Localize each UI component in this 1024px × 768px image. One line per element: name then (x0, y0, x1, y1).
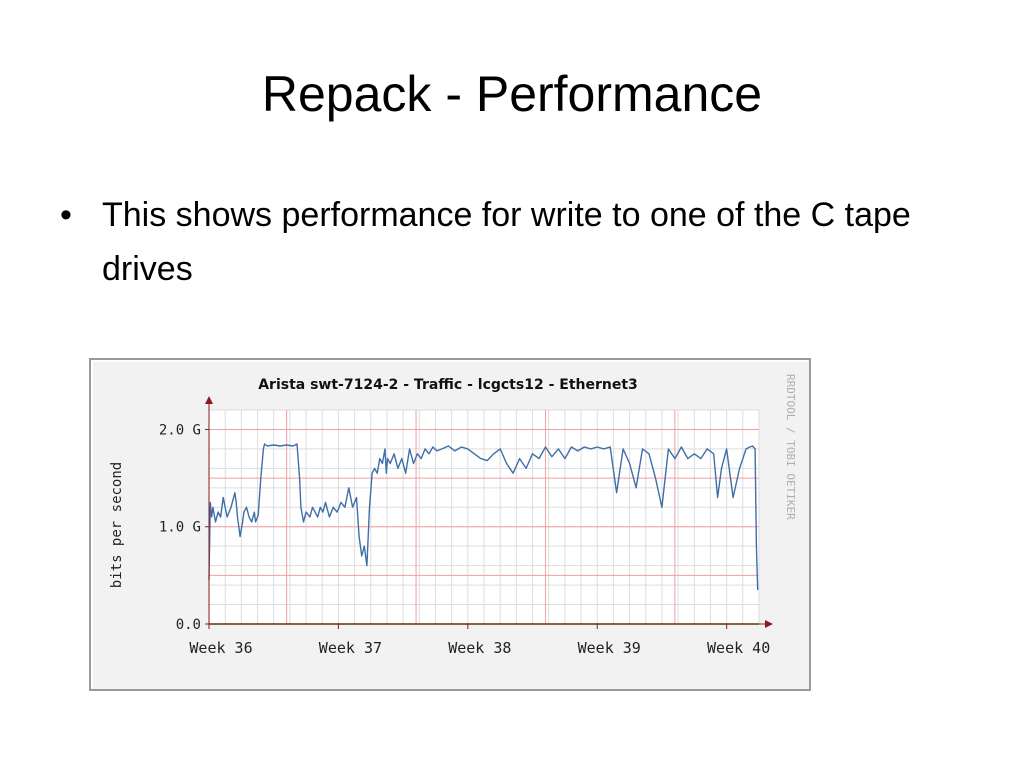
traffic-chart: 0.0 1.0 G 2.0 G Week 36 Week 37 Week 38 Week 3… (89, 358, 811, 691)
y-axis-arrow-icon (205, 396, 213, 404)
x-tick-label: Week 40 (707, 639, 770, 657)
y-tick-label: 1.0 G (159, 520, 201, 536)
y-axis-label: bits per second (109, 462, 125, 588)
rrdtool-watermark: RRDTOOL / TOBI OETIKER (784, 374, 797, 520)
x-tick-label: Week 38 (448, 639, 511, 657)
y-tick-label: 0.0 (176, 617, 201, 633)
bullet-dot-icon: • (60, 196, 72, 234)
x-tick-label: Week 37 (319, 639, 382, 657)
bullet-list: • This shows performance for write to on… (60, 188, 960, 296)
chart-title: Arista swt-7124-2 - Traffic - lcgcts12 -… (258, 377, 638, 393)
bullet-item: • This shows performance for write to on… (60, 188, 960, 296)
x-tick-label: Week 39 (578, 639, 641, 657)
bullet-text: This shows performance for write to one … (102, 196, 911, 288)
traffic-chart-svg: 0.0 1.0 G 2.0 G Week 36 Week 37 Week 38 Week 3… (89, 358, 811, 691)
x-axis-arrow-icon (765, 620, 773, 628)
slide-title: Repack - Performance (261, 66, 763, 122)
series-line (208, 443, 759, 591)
x-tick-label: Week 36 (189, 639, 252, 657)
y-tick-label: 2.0 G (159, 422, 201, 438)
